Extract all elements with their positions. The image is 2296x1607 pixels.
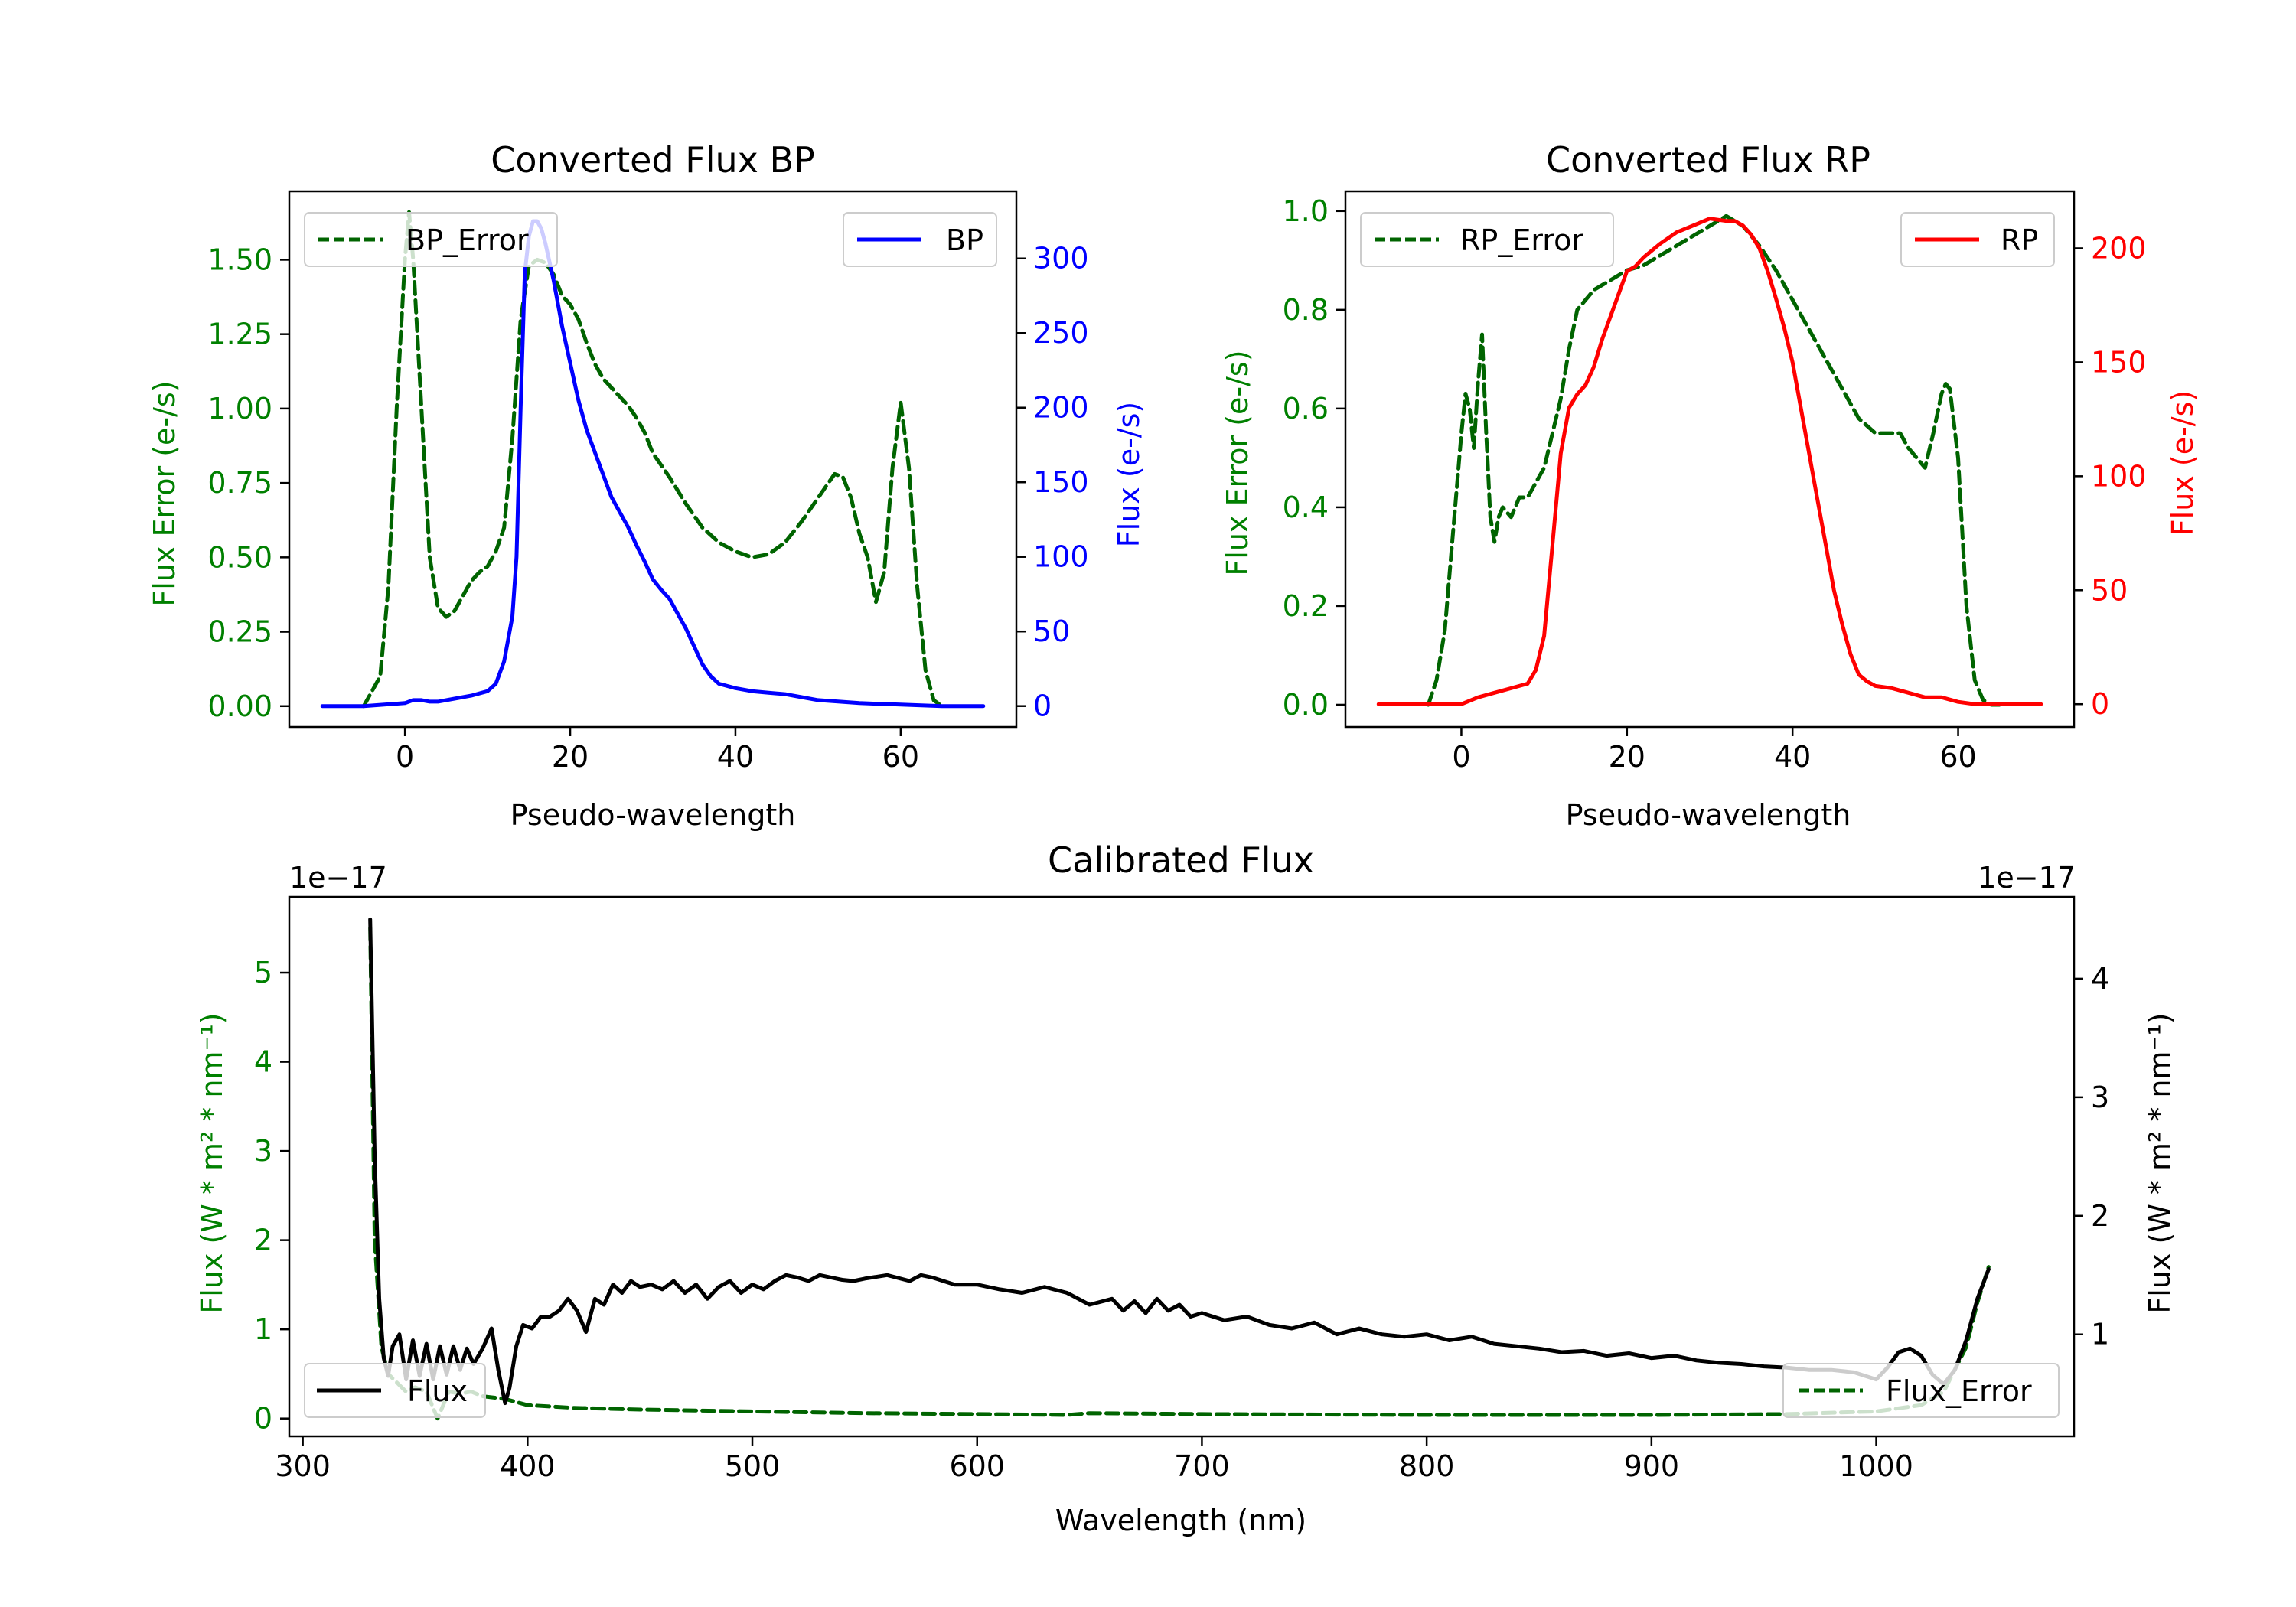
bp-ytick-left-label: 1.25	[207, 318, 272, 351]
rp-axes-frame	[1344, 190, 2076, 729]
bp-ylabel-right: Flux (e-/s)	[1112, 402, 1146, 547]
cal-xtick-label: 300	[275, 1449, 331, 1483]
cal-xtick-label: 400	[500, 1449, 556, 1483]
cal-xtick-label: 500	[725, 1449, 781, 1483]
cal-ylabel-left: Flux (W * m² * nm⁻¹)	[195, 1012, 229, 1313]
bp-xtick-label: 40	[717, 740, 754, 774]
rp-ytick-right-label: 50	[2091, 573, 2128, 607]
cal-xlabel: Wavelength (nm)	[1055, 1504, 1306, 1537]
bp-axes-frame	[288, 190, 1018, 729]
rp-plot-area: 0 20 40 60 0.0 0.2 0.4 0.6 0.8 1.0 0 50 100 150 200	[1283, 190, 2147, 774]
bp-ytick-left-label: 1.50	[207, 243, 272, 276]
cal-xtick-label: 600	[949, 1449, 1005, 1483]
bp-xtick-label: 20	[552, 740, 589, 774]
bp-ytick-right-label: 50	[1033, 614, 1070, 648]
bp-xtick-label: 60	[882, 740, 919, 774]
bp-ytick-left-label: 0.50	[207, 540, 272, 574]
cal-legend-left-label: Flux	[407, 1374, 468, 1408]
rp-ytick-right-label: 150	[2091, 345, 2147, 379]
cal-axes-frame	[288, 895, 2076, 1438]
bp-legend-left: BP_Error	[304, 212, 558, 267]
bp-ytick-right-label: 150	[1033, 465, 1089, 499]
rp-legend-left-box	[1360, 212, 1614, 267]
bp-ytick-left-label: 0.00	[207, 689, 272, 723]
cal-legend-right-label: Flux_Error	[1886, 1374, 2032, 1408]
rp-xlabel: Pseudo-wavelength	[1566, 798, 1851, 832]
bp-series-bp	[320, 219, 986, 709]
bp-title: Converted Flux BP	[491, 139, 815, 181]
panel-bp: Converted Flux BP Pseudo-wavelength Flux…	[148, 139, 1146, 832]
bp-series-bp-error	[361, 210, 944, 709]
bp-xtick-label: 0	[396, 740, 414, 774]
rp-title: Converted Flux RP	[1546, 139, 1870, 181]
cal-xtick-label: 800	[1399, 1449, 1455, 1483]
rp-ytick-left-label: 0.4	[1283, 491, 1329, 524]
rp-ytick-left-label: 0.8	[1283, 293, 1329, 327]
rp-ytick-left-label: 0.6	[1283, 392, 1329, 425]
rp-legend-right: RP	[1900, 212, 2055, 267]
rp-ytick-left-label: 1.0	[1283, 194, 1329, 228]
rp-xtick-label: 0	[1452, 740, 1470, 774]
cal-xtick-label: 1000	[1839, 1449, 1913, 1483]
bp-legend-right-label: BP	[946, 223, 983, 257]
rp-ytick-left-label: 0.2	[1283, 589, 1329, 623]
bp-ytick-right-label: 0	[1033, 689, 1052, 723]
cal-ytick-left-label: 4	[254, 1045, 272, 1079]
rp-ytick-right-label: 100	[2091, 459, 2147, 493]
rp-legend-left-label: RP_Error	[1460, 223, 1583, 257]
cal-ytick-left-label: 3	[254, 1134, 272, 1168]
cal-ytick-right-label: 4	[2091, 962, 2109, 996]
panel-rp: Converted Flux RP Pseudo-wavelength Flux…	[1221, 139, 2200, 832]
bp-ytick-left-label: 0.25	[207, 615, 272, 649]
rp-xtick-label: 60	[1939, 740, 1976, 774]
rp-legend-right-label: RP	[2001, 223, 2038, 257]
cal-ytick-left-label: 2	[254, 1224, 272, 1257]
rp-series-rp-error	[1426, 214, 2002, 707]
bp-xlabel: Pseudo-wavelength	[510, 798, 796, 832]
rp-ytick-right-label: 200	[2091, 231, 2147, 265]
bp-ylabel-left: Flux Error (e-/s)	[148, 380, 181, 606]
bp-ytick-right-label: 300	[1033, 242, 1089, 275]
cal-ytick-right-label: 2	[2091, 1199, 2109, 1233]
bp-plot-area: 0 20 40 60 0.00 0.25 0.50 0.75 1.00 1.25 1.50 0 50 10…	[207, 190, 1089, 774]
cal-ytick-left-label: 1	[254, 1312, 272, 1346]
bp-ytick-right-label: 250	[1033, 316, 1089, 350]
panel-calibrated: Calibrated Flux Wavelength (nm) 1e−17 1e…	[195, 839, 2177, 1537]
cal-title: Calibrated Flux	[1048, 839, 1314, 881]
cal-offset-left: 1e−17	[289, 861, 387, 895]
cal-xtick-label: 700	[1174, 1449, 1230, 1483]
cal-legend-left: Flux	[304, 1363, 486, 1418]
cal-legend-left-box	[304, 1363, 486, 1418]
bp-ytick-left-label: 1.00	[207, 392, 272, 425]
cal-ylabel-right: Flux (W * m² * nm⁻¹)	[2143, 1012, 2177, 1313]
cal-xtick-label: 900	[1624, 1449, 1680, 1483]
rp-xtick-label: 20	[1609, 740, 1645, 774]
rp-series-rp	[1376, 217, 2043, 706]
bp-legend-right: BP	[843, 212, 997, 267]
bp-legend-left-box	[304, 212, 558, 267]
bp-ytick-right-label: 100	[1033, 540, 1089, 574]
cal-offset-right: 1e−17	[1978, 861, 2076, 895]
cal-ytick-left-label: 0	[254, 1402, 272, 1436]
rp-ytick-left-label: 0.0	[1283, 688, 1329, 722]
rp-legend-left: RP_Error	[1360, 212, 1614, 267]
cal-legend-right: Flux_Error	[1782, 1363, 2060, 1418]
cal-series-flux	[368, 917, 1991, 1406]
rp-ylabel-right: Flux (e-/s)	[2166, 390, 2200, 536]
cal-ytick-right-label: 1	[2091, 1318, 2109, 1351]
rp-xtick-label: 40	[1774, 740, 1811, 774]
bp-ytick-left-label: 0.75	[207, 466, 272, 500]
cal-ytick-right-label: 3	[2091, 1081, 2109, 1114]
cal-plot-area: 300 400 500 600 700 800 900 1000 0 1 2 3 4 5 1 2 3 4	[254, 895, 2109, 1483]
cal-ytick-left-label: 5	[254, 956, 272, 989]
rp-ytick-right-label: 0	[2091, 687, 2109, 721]
cal-legend-right-box	[1782, 1363, 2060, 1418]
bp-legend-left-label: BP_Error	[406, 223, 529, 257]
rp-ylabel-left: Flux Error (e-/s)	[1221, 350, 1254, 575]
bp-ytick-right-label: 200	[1033, 391, 1089, 425]
